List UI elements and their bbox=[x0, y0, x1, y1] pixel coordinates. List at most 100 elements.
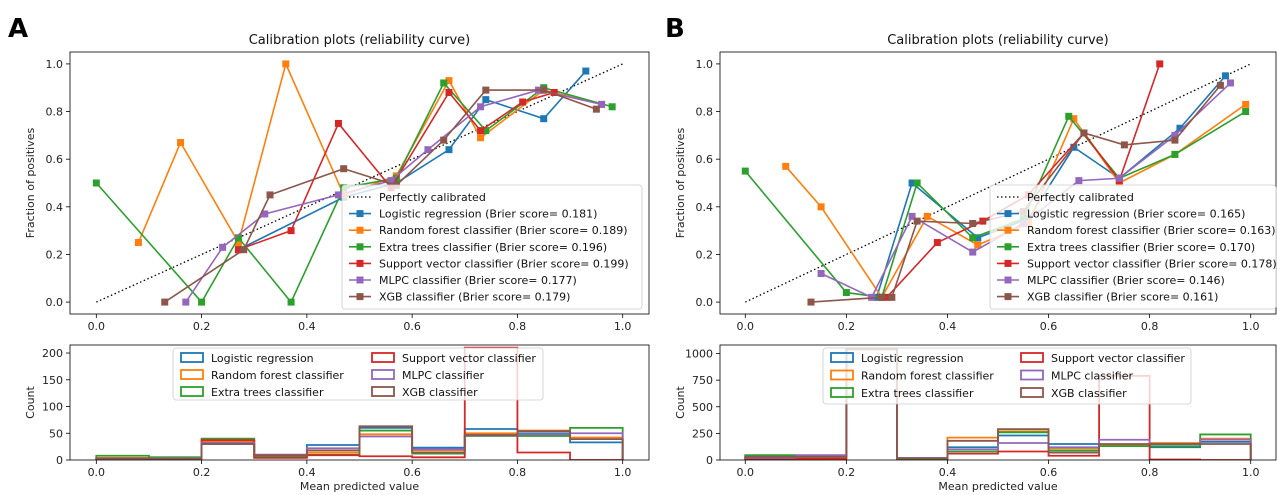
legend-entry: XGB classifier bbox=[1051, 387, 1127, 400]
series-point bbox=[445, 77, 453, 85]
legend-entry: Random forest classifier (Brier score= 0… bbox=[1027, 224, 1276, 237]
legend-frame bbox=[341, 184, 643, 310]
series-point bbox=[608, 103, 616, 111]
series-point bbox=[540, 115, 548, 123]
series-point bbox=[519, 98, 527, 106]
series-point bbox=[482, 86, 490, 94]
legend-marker bbox=[356, 226, 364, 234]
series-point bbox=[234, 239, 242, 247]
series-point bbox=[282, 60, 290, 68]
y-axis-label: Count bbox=[674, 385, 687, 418]
series-point bbox=[817, 203, 825, 211]
y-tick-label: 50 bbox=[49, 427, 63, 440]
y-tick-label: 0.8 bbox=[46, 106, 64, 119]
series-point bbox=[974, 241, 982, 249]
series-point bbox=[1216, 81, 1224, 89]
legend: Logistic regression Random forest classif… bbox=[172, 347, 544, 401]
legend-swatch bbox=[180, 369, 204, 380]
series-point bbox=[888, 293, 896, 301]
series-point bbox=[334, 119, 342, 127]
series-point bbox=[482, 127, 490, 135]
legend-swatch bbox=[830, 352, 854, 363]
series-point bbox=[287, 298, 295, 306]
series-point bbox=[1176, 124, 1184, 132]
series-point bbox=[592, 105, 600, 113]
x-tick-label: 0.2 bbox=[838, 466, 856, 479]
y-tick-label: 0.6 bbox=[696, 153, 714, 166]
series-point bbox=[477, 127, 485, 135]
legend-entry: MLPC classifier bbox=[402, 369, 484, 382]
series-point bbox=[1120, 141, 1128, 149]
legend-entry: Perfectly calibrated bbox=[379, 191, 486, 204]
legend-entry: Logistic regression (Brier score= 0.181) bbox=[379, 208, 597, 221]
series-point bbox=[782, 162, 790, 170]
series-point bbox=[477, 103, 485, 111]
x-tick-label: 0.6 bbox=[1040, 466, 1058, 479]
plot-area bbox=[744, 348, 1252, 460]
y-tick-label: 250 bbox=[692, 427, 713, 440]
x-tick-label: 0.8 bbox=[1141, 320, 1159, 333]
series-point bbox=[908, 212, 916, 220]
axes-frame bbox=[719, 51, 1277, 315]
legend-marker bbox=[1004, 293, 1012, 301]
calibration-plot-a: 0.0 0.2 0.4 0.6 0.8 1.0 0.0 0.2 0.4 0.6 0.8 1.0 Cali… bbox=[24, 33, 650, 333]
series-point bbox=[913, 217, 921, 225]
series-point bbox=[741, 167, 749, 175]
series-point bbox=[161, 298, 169, 306]
calibration-plot-b: 0.0 0.2 0.4 0.6 0.8 1.0 0.0 0.2 0.4 0.6 0.8 1.0 Cali… bbox=[674, 33, 1277, 333]
y-tick-label: 0.0 bbox=[46, 296, 64, 309]
legend-entry: Logistic regression bbox=[861, 352, 964, 365]
series-point bbox=[234, 234, 242, 242]
legend: Logistic regression Random forest classif… bbox=[822, 347, 1192, 405]
legend-marker bbox=[356, 243, 364, 251]
legend-entry: Support vector classifier (Brier score= … bbox=[379, 257, 629, 270]
panel-label-b: B bbox=[665, 14, 685, 44]
series-point bbox=[923, 212, 931, 220]
x-tick-label: 0.4 bbox=[939, 466, 957, 479]
x-tick-label: 0.2 bbox=[193, 320, 211, 333]
legend-entry: Perfectly calibrated bbox=[1027, 191, 1134, 204]
series-point bbox=[266, 191, 274, 199]
series-point bbox=[198, 298, 206, 306]
series-point bbox=[477, 134, 485, 142]
series-point bbox=[219, 243, 227, 251]
histogram-series-3 bbox=[744, 348, 1251, 460]
legend-entry: Random forest classifier bbox=[211, 369, 344, 382]
series-point bbox=[1171, 136, 1179, 144]
series-point bbox=[1227, 79, 1235, 87]
series-point bbox=[933, 239, 941, 247]
legend-swatch bbox=[180, 352, 204, 363]
legend-marker bbox=[1004, 259, 1012, 267]
legend-frame bbox=[822, 347, 1192, 405]
y-axis-label: Fraction of positives bbox=[24, 128, 37, 239]
series-point bbox=[92, 179, 100, 187]
series-point bbox=[969, 219, 977, 227]
legend-entry: MLPC classifier (Brier score= 0.146) bbox=[1027, 274, 1225, 287]
series-point bbox=[1065, 112, 1073, 120]
y-tick-label: 1.0 bbox=[696, 58, 714, 71]
y-tick-label: 1.0 bbox=[46, 58, 64, 71]
x-tick-label: 0.4 bbox=[298, 466, 316, 479]
legend-swatch bbox=[180, 386, 204, 397]
series-point bbox=[440, 79, 448, 87]
series-point bbox=[582, 67, 590, 75]
x-tick-label: 0.8 bbox=[509, 466, 527, 479]
series-line bbox=[238, 91, 555, 251]
histogram-plot-a: 0.0 0.2 0.4 0.6 0.8 1.0 0 50 100 150 200 Mean predi… bbox=[24, 344, 650, 493]
axes-frame bbox=[69, 344, 650, 461]
series-3 bbox=[234, 88, 558, 254]
x-tick-label: 0.8 bbox=[509, 320, 527, 333]
series-point bbox=[440, 136, 448, 144]
series-point bbox=[1070, 115, 1078, 123]
series-point bbox=[807, 298, 815, 306]
series-point bbox=[1171, 150, 1179, 158]
series-point bbox=[1075, 177, 1083, 185]
x-tick-label: 0.4 bbox=[939, 320, 957, 333]
series-line bbox=[875, 75, 1227, 298]
series-point bbox=[1242, 100, 1250, 108]
x-tick-label: 0.6 bbox=[403, 320, 421, 333]
series-point bbox=[842, 289, 850, 297]
x-tick-label: 0.4 bbox=[298, 320, 316, 333]
y-tick-label: 0.0 bbox=[696, 296, 714, 309]
chart-title: Calibration plots (reliability curve) bbox=[249, 33, 471, 48]
